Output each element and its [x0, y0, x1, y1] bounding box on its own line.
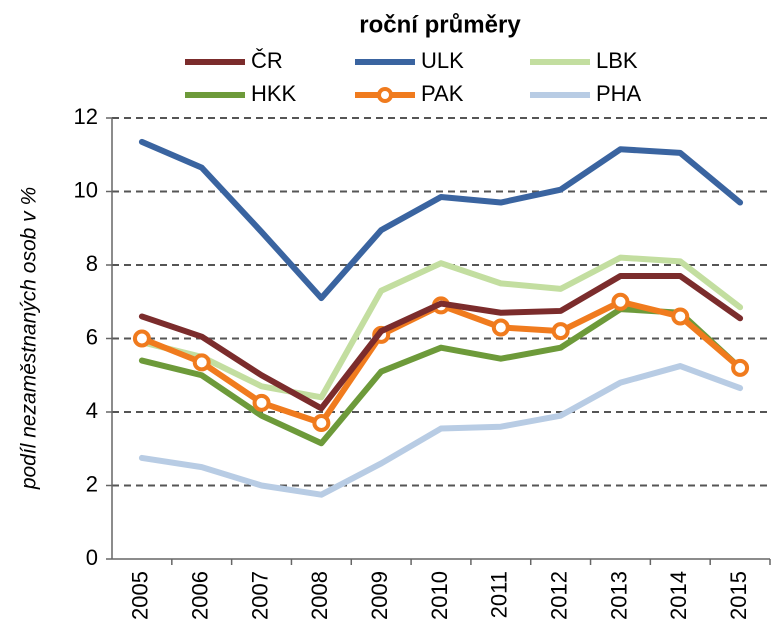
legend-label: HKK [251, 81, 297, 106]
series-line [138, 306, 744, 447]
legend-label: PHA [596, 81, 642, 106]
y-tick-label: 12 [74, 104, 98, 129]
series-marker [252, 393, 271, 412]
legend-label: PAK [421, 81, 464, 106]
y-axis-label: podíl nezaměstnaných osob v % [18, 187, 41, 490]
x-tick-label: 2008 [307, 571, 332, 620]
x-tick-label: 2009 [367, 571, 392, 620]
series-marker [312, 414, 331, 433]
x-tick-label: 2012 [546, 571, 571, 620]
series-marker [551, 322, 570, 341]
y-tick-label: 2 [86, 471, 98, 496]
series-marker [731, 358, 750, 377]
legend-marker [377, 87, 393, 103]
legend-label: ČR [251, 48, 283, 73]
chart-title: roční průměry [359, 11, 521, 38]
x-tick-label: 2007 [247, 571, 272, 620]
y-tick-label: 4 [86, 398, 98, 423]
x-tick-label: 2010 [427, 571, 452, 620]
series-marker [491, 318, 510, 337]
series-line [138, 254, 744, 401]
series-line [138, 138, 744, 302]
x-tick-label: 2006 [188, 571, 213, 620]
y-tick-label: 10 [74, 177, 98, 202]
series-line [138, 273, 744, 412]
x-tick-label: 2015 [726, 571, 751, 620]
series-marker [671, 307, 690, 326]
x-tick-label: 2011 [487, 571, 512, 618]
legend-label: ULK [421, 48, 464, 73]
y-tick-label: 0 [86, 545, 98, 570]
series-marker [192, 353, 211, 372]
x-tick-label: 2014 [666, 571, 691, 620]
legend-label: LBK [596, 48, 638, 73]
series-line [138, 298, 744, 427]
x-tick-label: 2005 [128, 571, 153, 620]
series-line [138, 363, 744, 498]
y-tick-label: 6 [86, 324, 98, 349]
series-marker [132, 329, 151, 348]
series-marker [611, 292, 630, 311]
y-tick-label: 8 [86, 251, 98, 276]
x-tick-label: 2013 [606, 571, 631, 620]
